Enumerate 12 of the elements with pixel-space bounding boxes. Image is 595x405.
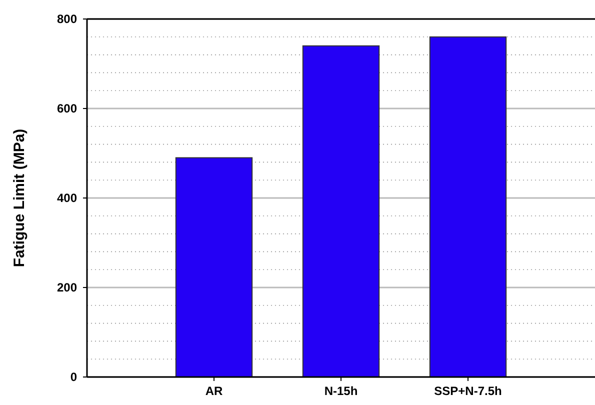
- bar: [302, 45, 380, 378]
- bar: [429, 36, 507, 378]
- y-tick-label: 600: [56, 102, 78, 116]
- y-tick-label: 200: [56, 280, 78, 295]
- y-tick-label: 800: [56, 12, 78, 26]
- y-axis-title: Fatigue Limit (MPa): [11, 128, 28, 268]
- x-tick-label: AR: [205, 384, 223, 398]
- y-tick-label: 400: [56, 191, 78, 206]
- bar: [175, 157, 253, 378]
- x-tick-label: SSP+N-7.5h: [434, 384, 502, 398]
- x-tick-label: N-15h: [324, 384, 358, 398]
- y-tick-label: 0: [70, 370, 78, 384]
